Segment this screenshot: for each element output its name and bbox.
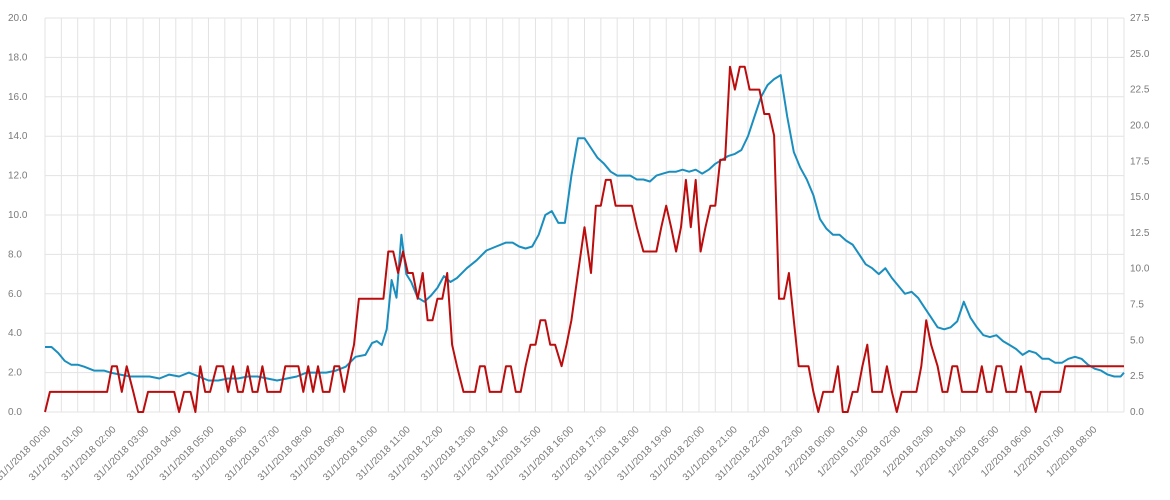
y-left-tick-label: 18.0 <box>8 52 28 63</box>
y-left-tick-label: 0.0 <box>8 407 22 418</box>
y-left-tick-label: 8.0 <box>8 249 22 260</box>
y-right-tick-label: 22.5 <box>1130 85 1150 96</box>
y-left-tick-label: 12.0 <box>8 171 28 182</box>
series-line-blue <box>45 74 1125 382</box>
y-right-tick-label: 2.5 <box>1130 371 1144 382</box>
y-right-tick-label: 0.0 <box>1130 407 1144 418</box>
y-right-tick-label: 15.0 <box>1130 192 1150 203</box>
y-right-tick-label: 12.5 <box>1130 228 1150 239</box>
y-right-tick-label: 20.0 <box>1130 120 1150 131</box>
series-line-red <box>44 65 1124 413</box>
y-right-tick-label: 10.0 <box>1130 264 1150 275</box>
y-right-tick-label: 27.5 <box>1130 13 1150 24</box>
y-left-tick-label: 20.0 <box>8 13 28 24</box>
y-left-tick-label: 2.0 <box>8 368 22 379</box>
y-right-tick-label: 7.5 <box>1130 300 1144 311</box>
y-left-tick-label: 14.0 <box>8 131 28 142</box>
y-right-tick-label: 17.5 <box>1130 156 1150 167</box>
y-left-tick-label: 4.0 <box>8 328 22 339</box>
y-right-tick-label: 25.0 <box>1130 49 1150 60</box>
y-left-tick-label: 16.0 <box>8 92 28 103</box>
y-right-tick-label: 5.0 <box>1130 335 1144 346</box>
y-left-tick-label: 6.0 <box>8 289 22 300</box>
y-left-tick-label: 10.0 <box>8 210 28 221</box>
